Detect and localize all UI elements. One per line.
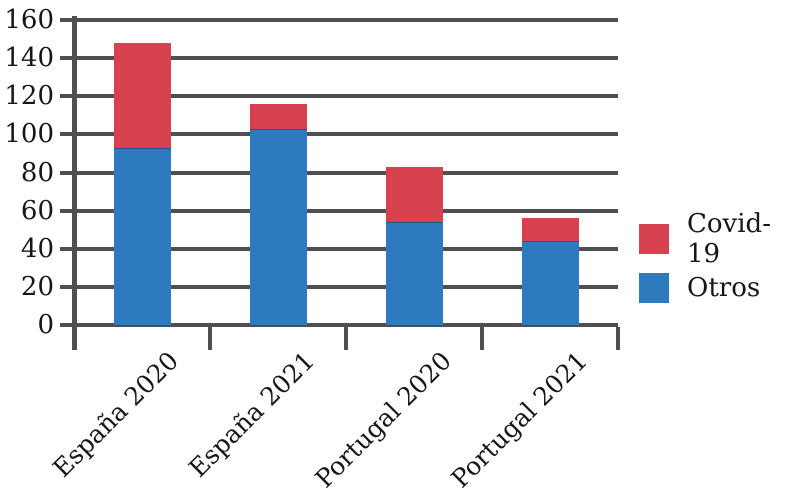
x-category-tick (480, 327, 484, 350)
bar-segment-otros (249, 128, 307, 325)
gridline (60, 170, 618, 175)
legend-item-otros: Otros (639, 273, 800, 303)
y-tick-label: 40 (20, 233, 54, 264)
legend-item-covid-19: Covid-19 (639, 209, 800, 269)
gridline (60, 132, 618, 137)
legend-swatch-otros-icon (639, 273, 669, 303)
gridline (60, 284, 618, 289)
y-tick-label: 140 (4, 43, 54, 74)
bar-segment-divider (113, 146, 171, 149)
bar-segment-otros (385, 222, 443, 325)
x-category-tick (616, 327, 620, 350)
gridline (60, 323, 618, 327)
gridline (60, 94, 618, 99)
x-category-tick (344, 327, 348, 350)
x-category-label: Portugal 2020 (309, 346, 457, 494)
x-category-tick (72, 327, 76, 350)
x-category-label: España 2020 (47, 346, 185, 483)
bar-segment-divider (521, 240, 579, 243)
y-tick-label: 100 (4, 119, 54, 150)
legend: Covid-19 Otros (639, 209, 800, 303)
y-tick-label: 20 (20, 271, 54, 302)
legend-label-otros: Otros (687, 273, 761, 303)
bar-segment-divider (385, 221, 443, 224)
y-tick-label: 60 (20, 195, 54, 226)
y-tick-label: 120 (4, 81, 54, 112)
y-tick-label: 0 (37, 310, 54, 340)
y-tick-label: 80 (20, 157, 54, 188)
bar-segment-otros (113, 147, 171, 325)
y-axis-line (72, 16, 77, 350)
bar-segment-covid-19 (113, 42, 171, 148)
bar-segment-divider (249, 127, 307, 130)
bar-segment-covid-19 (385, 166, 443, 223)
x-category-label: España 2021 (183, 346, 321, 483)
x-category-label: Portugal 2021 (445, 346, 593, 494)
x-category-tick (208, 327, 212, 350)
bar-segment-covid-19 (249, 103, 307, 129)
gridline (60, 246, 618, 251)
legend-swatch-covid-19-icon (639, 224, 669, 254)
gridline (60, 56, 618, 61)
y-tick-label: 160 (4, 5, 54, 35)
gridline (60, 208, 618, 213)
legend-label-covid-19: Covid-19 (687, 209, 771, 269)
gridline (60, 18, 618, 22)
bar-segment-otros (521, 241, 579, 325)
bar-segment-covid-19 (521, 218, 579, 242)
